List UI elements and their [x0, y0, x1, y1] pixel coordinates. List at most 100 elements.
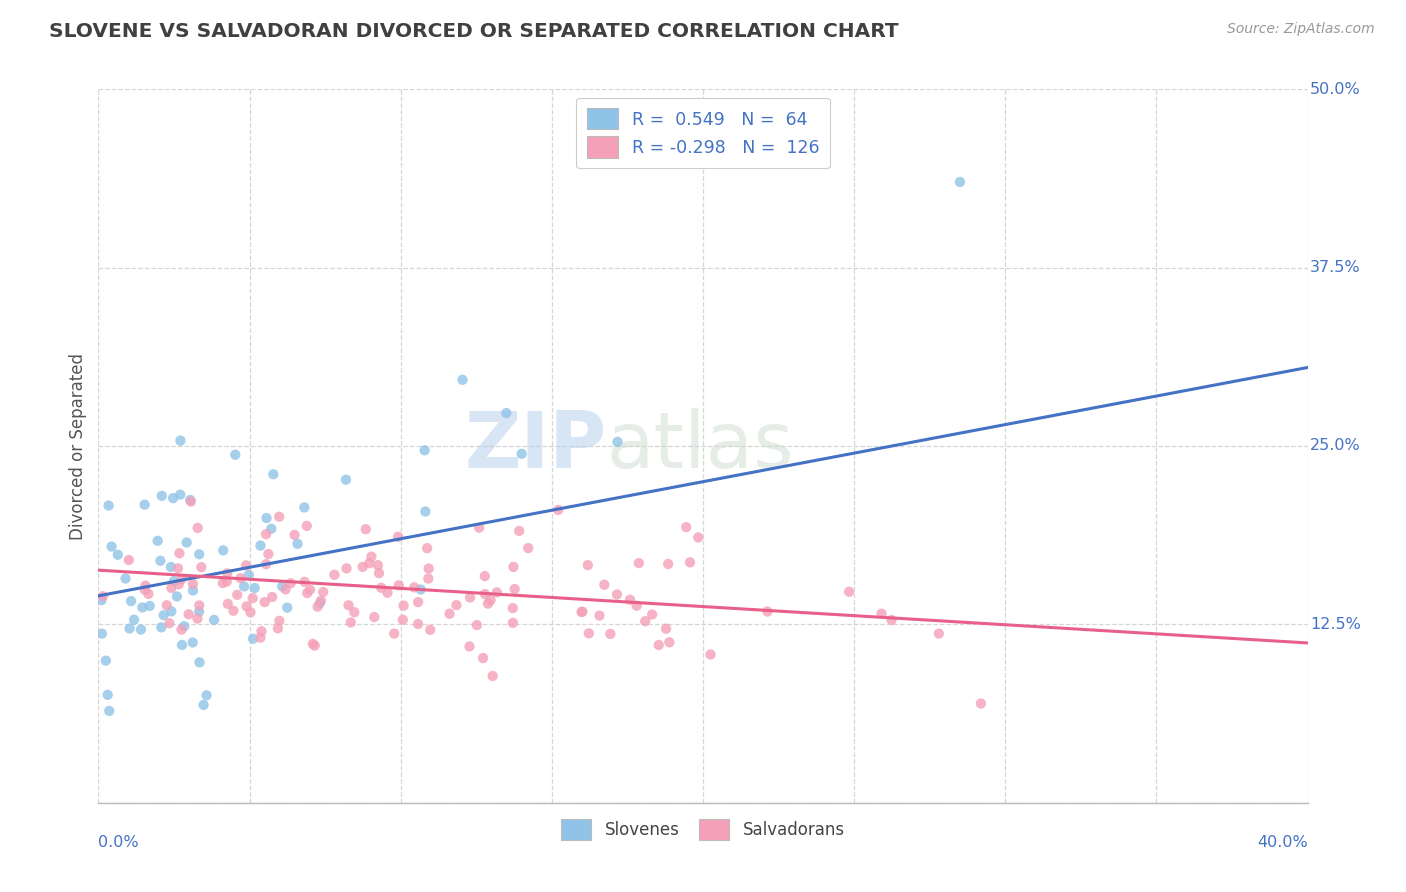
- Point: [169, 434, 191, 448]
- Point: [485, 585, 508, 599]
- Point: [360, 549, 382, 564]
- Point: [160, 581, 183, 595]
- Text: SLOVENE VS SALVADORAN DIVORCED OR SEPARATED CORRELATION CHART: SLOVENE VS SALVADORAN DIVORCED OR SEPARA…: [49, 22, 898, 41]
- Point: [294, 574, 316, 589]
- Point: [502, 601, 524, 615]
- Text: 50.0%: 50.0%: [1310, 82, 1361, 96]
- Point: [162, 491, 184, 505]
- Point: [627, 556, 650, 570]
- Text: 40.0%: 40.0%: [1257, 835, 1308, 850]
- Point: [363, 610, 385, 624]
- Point: [307, 599, 329, 614]
- Point: [253, 595, 276, 609]
- Point: [193, 698, 215, 712]
- Point: [619, 592, 641, 607]
- Point: [170, 638, 193, 652]
- Point: [593, 578, 616, 592]
- Text: 0.0%: 0.0%: [98, 835, 139, 850]
- Point: [295, 586, 318, 600]
- Point: [149, 554, 172, 568]
- Point: [287, 537, 309, 551]
- Point: [242, 632, 264, 646]
- Point: [257, 547, 280, 561]
- Point: [547, 503, 569, 517]
- Point: [107, 548, 129, 562]
- Text: atlas: atlas: [606, 408, 794, 484]
- Point: [226, 588, 249, 602]
- Legend: R =  0.549   N =  64, R = -0.298   N =  126: R = 0.549 N = 64, R = -0.298 N = 126: [576, 98, 830, 168]
- Point: [599, 627, 621, 641]
- Text: ZIP: ZIP: [464, 408, 606, 484]
- Point: [150, 489, 173, 503]
- Point: [655, 622, 678, 636]
- Point: [152, 608, 174, 623]
- Point: [451, 373, 474, 387]
- Point: [276, 600, 298, 615]
- Point: [679, 555, 702, 569]
- Point: [181, 577, 204, 591]
- Point: [249, 631, 271, 645]
- Point: [472, 651, 495, 665]
- Point: [167, 577, 190, 591]
- Point: [187, 521, 209, 535]
- Point: [870, 607, 893, 621]
- Point: [377, 586, 399, 600]
- Point: [167, 561, 190, 575]
- Point: [243, 581, 266, 595]
- Point: [284, 528, 307, 542]
- Point: [382, 626, 405, 640]
- Point: [169, 487, 191, 501]
- Point: [388, 578, 411, 592]
- Point: [304, 639, 326, 653]
- Point: [415, 504, 437, 518]
- Point: [503, 582, 526, 596]
- Point: [458, 640, 481, 654]
- Point: [224, 448, 246, 462]
- Point: [387, 530, 409, 544]
- Point: [90, 626, 112, 640]
- Point: [928, 626, 950, 640]
- Point: [391, 613, 413, 627]
- Point: [657, 557, 679, 571]
- Point: [418, 561, 440, 575]
- Point: [100, 540, 122, 554]
- Point: [163, 574, 186, 588]
- Point: [418, 572, 440, 586]
- Point: [392, 599, 415, 613]
- Point: [465, 618, 488, 632]
- Point: [166, 590, 188, 604]
- Point: [177, 607, 200, 622]
- Point: [419, 623, 441, 637]
- Point: [170, 623, 193, 637]
- Point: [416, 541, 439, 556]
- Point: [217, 566, 239, 581]
- Point: [134, 579, 156, 593]
- Point: [97, 499, 120, 513]
- Point: [269, 509, 291, 524]
- Point: [298, 582, 321, 597]
- Point: [120, 594, 142, 608]
- Point: [699, 648, 721, 662]
- Point: [235, 558, 257, 573]
- Point: [367, 558, 389, 573]
- Point: [309, 593, 332, 607]
- Point: [134, 582, 156, 597]
- Y-axis label: Divorced or Separated: Divorced or Separated: [69, 352, 87, 540]
- Point: [274, 582, 297, 597]
- Point: [588, 608, 610, 623]
- Point: [160, 560, 183, 574]
- Point: [648, 638, 671, 652]
- Point: [160, 604, 183, 618]
- Point: [212, 576, 235, 591]
- Point: [173, 619, 195, 633]
- Point: [254, 557, 277, 571]
- Point: [302, 637, 325, 651]
- Point: [413, 443, 436, 458]
- Point: [262, 467, 284, 482]
- Point: [181, 635, 204, 649]
- Point: [233, 579, 256, 593]
- Point: [97, 688, 120, 702]
- Point: [571, 605, 593, 619]
- Text: 37.5%: 37.5%: [1310, 260, 1361, 275]
- Point: [458, 591, 481, 605]
